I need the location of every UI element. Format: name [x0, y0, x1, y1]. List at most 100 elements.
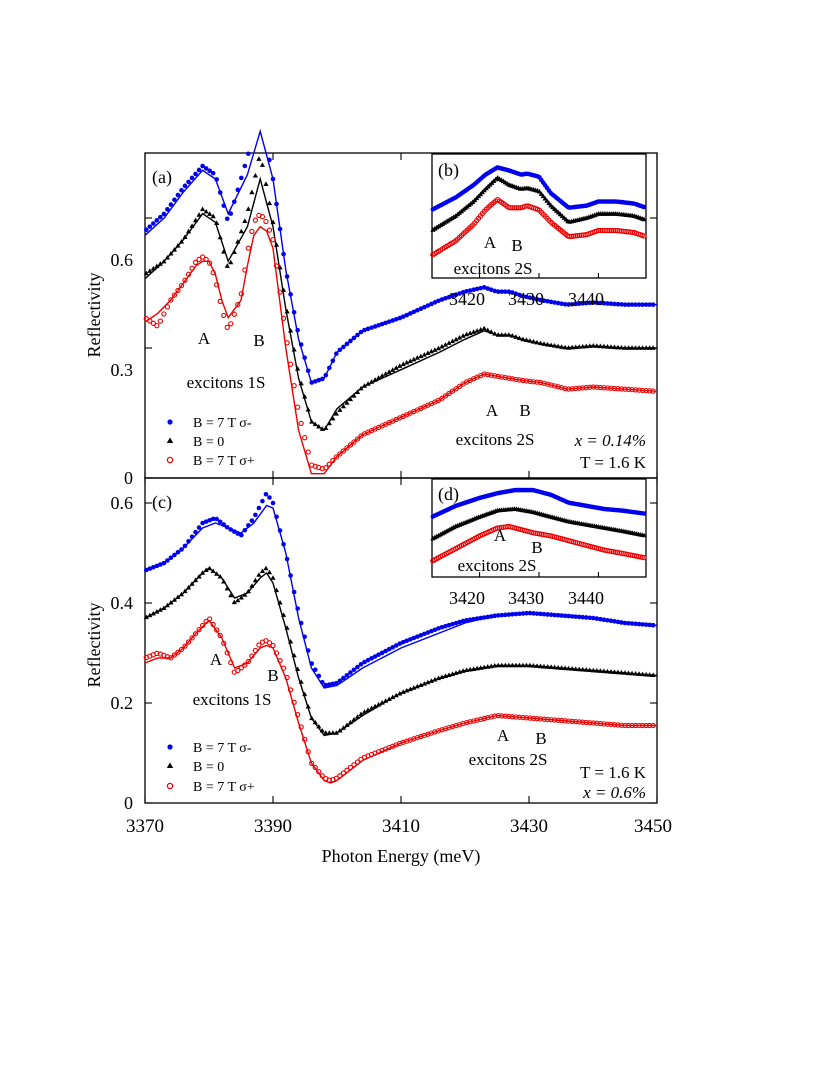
panel-a-point-sminus [467, 288, 473, 293]
panel-c-point-zero [312, 719, 318, 725]
panel-a-point-sminus [383, 320, 388, 326]
panel-c-point-sminus [488, 614, 494, 619]
panel-a-temperature: T = 1.6 K [580, 453, 647, 472]
panel-a-point-zero [379, 373, 385, 378]
panel-a-point-zero [168, 250, 174, 256]
panel-c-point-splus [284, 674, 290, 681]
panel-a-point-sminus [422, 304, 427, 310]
panel-a-point-zero [270, 219, 276, 225]
panel-a-point-zero [446, 340, 452, 345]
panel-c-point-splus [537, 716, 544, 722]
panel-c-point-splus [509, 714, 516, 720]
panel-a-point-sminus [189, 175, 195, 181]
panel-c-point-splus [224, 650, 230, 656]
panel-c-point-splus [182, 643, 188, 649]
panel-c-point-sminus [499, 612, 505, 618]
panel-a-point-sminus [210, 170, 216, 176]
panel-c-point-zero [643, 671, 649, 677]
panel-a-point-splus [214, 282, 220, 288]
panel-c-point-splus [555, 717, 561, 723]
panel-c-point-zero [527, 662, 533, 668]
panel-a-point-zero [249, 189, 255, 195]
panel-a-point-zero [583, 343, 589, 349]
panel-a-point-sminus [267, 157, 272, 163]
panel-a-point-zero [647, 345, 653, 350]
panel-c-plot [143, 478, 658, 804]
panel-c-point-zero [383, 698, 389, 703]
panel-a-point-sminus [143, 227, 149, 233]
panel-a-point-sminus [305, 368, 311, 374]
panel-a-point-sminus [583, 300, 589, 306]
panel-a-point-sminus [186, 179, 191, 185]
panel-c-point-sminus [196, 525, 202, 530]
panel-a-point-zero [513, 334, 519, 339]
panel-c-point-splus [189, 635, 195, 641]
panel-a-point-zero [316, 423, 322, 429]
panel-a-point-sminus [601, 300, 607, 306]
panel-a-point-sminus [474, 286, 480, 292]
panel-a-point-zero [333, 411, 339, 416]
panel-a-point-splus [196, 256, 202, 263]
panel-a-point-sminus [397, 315, 403, 321]
panel-c-point-zero [629, 670, 635, 676]
panel-c-point-sminus [217, 519, 223, 525]
panel-c-point-splus [298, 724, 304, 730]
panel-a-point-sminus [415, 308, 420, 313]
panel-c-point-sminus [161, 560, 167, 566]
panel-a-point-sminus [608, 301, 614, 307]
panel-a-point-zero [636, 345, 642, 350]
panel-c-point-sminus [319, 679, 325, 685]
panel-c-point-splus [492, 713, 498, 719]
panel-c-point-splus [217, 632, 223, 639]
inset-b-point-zero [641, 216, 647, 222]
panel-c-point-sminus [224, 524, 230, 530]
panel-a-point-sminus [531, 296, 536, 301]
panel-a-point-splus [203, 256, 209, 263]
panel-c-point-sminus [267, 495, 272, 500]
panel-a-point-splus [291, 383, 297, 389]
panel-a-point-zero [217, 234, 223, 240]
panel-c-composition: x = 0.6% [582, 783, 646, 802]
panel-c-point-sminus [263, 491, 269, 497]
panel-a-point-sminus [214, 177, 219, 182]
panel-c-point-splus [513, 714, 519, 720]
panel-c-point-splus [580, 719, 586, 725]
panel-a-point-zero [312, 421, 318, 427]
panel-c-point-zero [298, 679, 304, 684]
panel-a-point-splus [537, 379, 544, 386]
panel-c-point-sminus [383, 648, 388, 654]
panel-a-point-splus [499, 374, 505, 380]
panel-c-point-sminus [369, 656, 374, 661]
inset-b-plot [430, 165, 647, 278]
panel-a-point-zero [235, 239, 241, 244]
panel-c-ytick-1: 0.2 [111, 693, 134, 713]
panel-c-point-sminus [158, 562, 163, 567]
panel-a-point-zero [516, 335, 522, 341]
panel-c-point-sminus [386, 646, 392, 652]
panel-c-point-sminus [591, 615, 596, 621]
panel-c-point-sminus [510, 612, 515, 617]
panel-a-point-zero [464, 331, 470, 337]
panel-a-point-sminus [379, 321, 385, 327]
panel-c-point-sminus [425, 630, 431, 635]
panel-c-point-zero [171, 597, 178, 602]
panel-a-point-zero [485, 327, 491, 333]
panel-c-point-sminus [580, 614, 586, 620]
panel-c-point-sminus [538, 611, 543, 617]
panel-c-point-zero [266, 569, 273, 575]
panel-a-point-zero [625, 345, 632, 350]
panel-a-label: (a) [152, 167, 172, 188]
panel-a-point-sminus [344, 341, 350, 347]
panel-c-point-splus [495, 712, 501, 719]
panel-c-point-zero [150, 610, 156, 616]
panel-c-point-sminus [503, 612, 508, 618]
panel-a-point-splus [639, 387, 646, 394]
panel-c-point-sminus [284, 556, 290, 562]
panel-c-point-zero [245, 588, 251, 594]
panel-a-point-sminus [274, 201, 279, 207]
panel-c-point-sminus [147, 566, 153, 571]
panel-c-point-zero [506, 662, 512, 668]
panel-a-point-zero [411, 356, 417, 362]
panel-a-point-zero [242, 218, 248, 223]
panel-a-point-splus [280, 315, 287, 321]
